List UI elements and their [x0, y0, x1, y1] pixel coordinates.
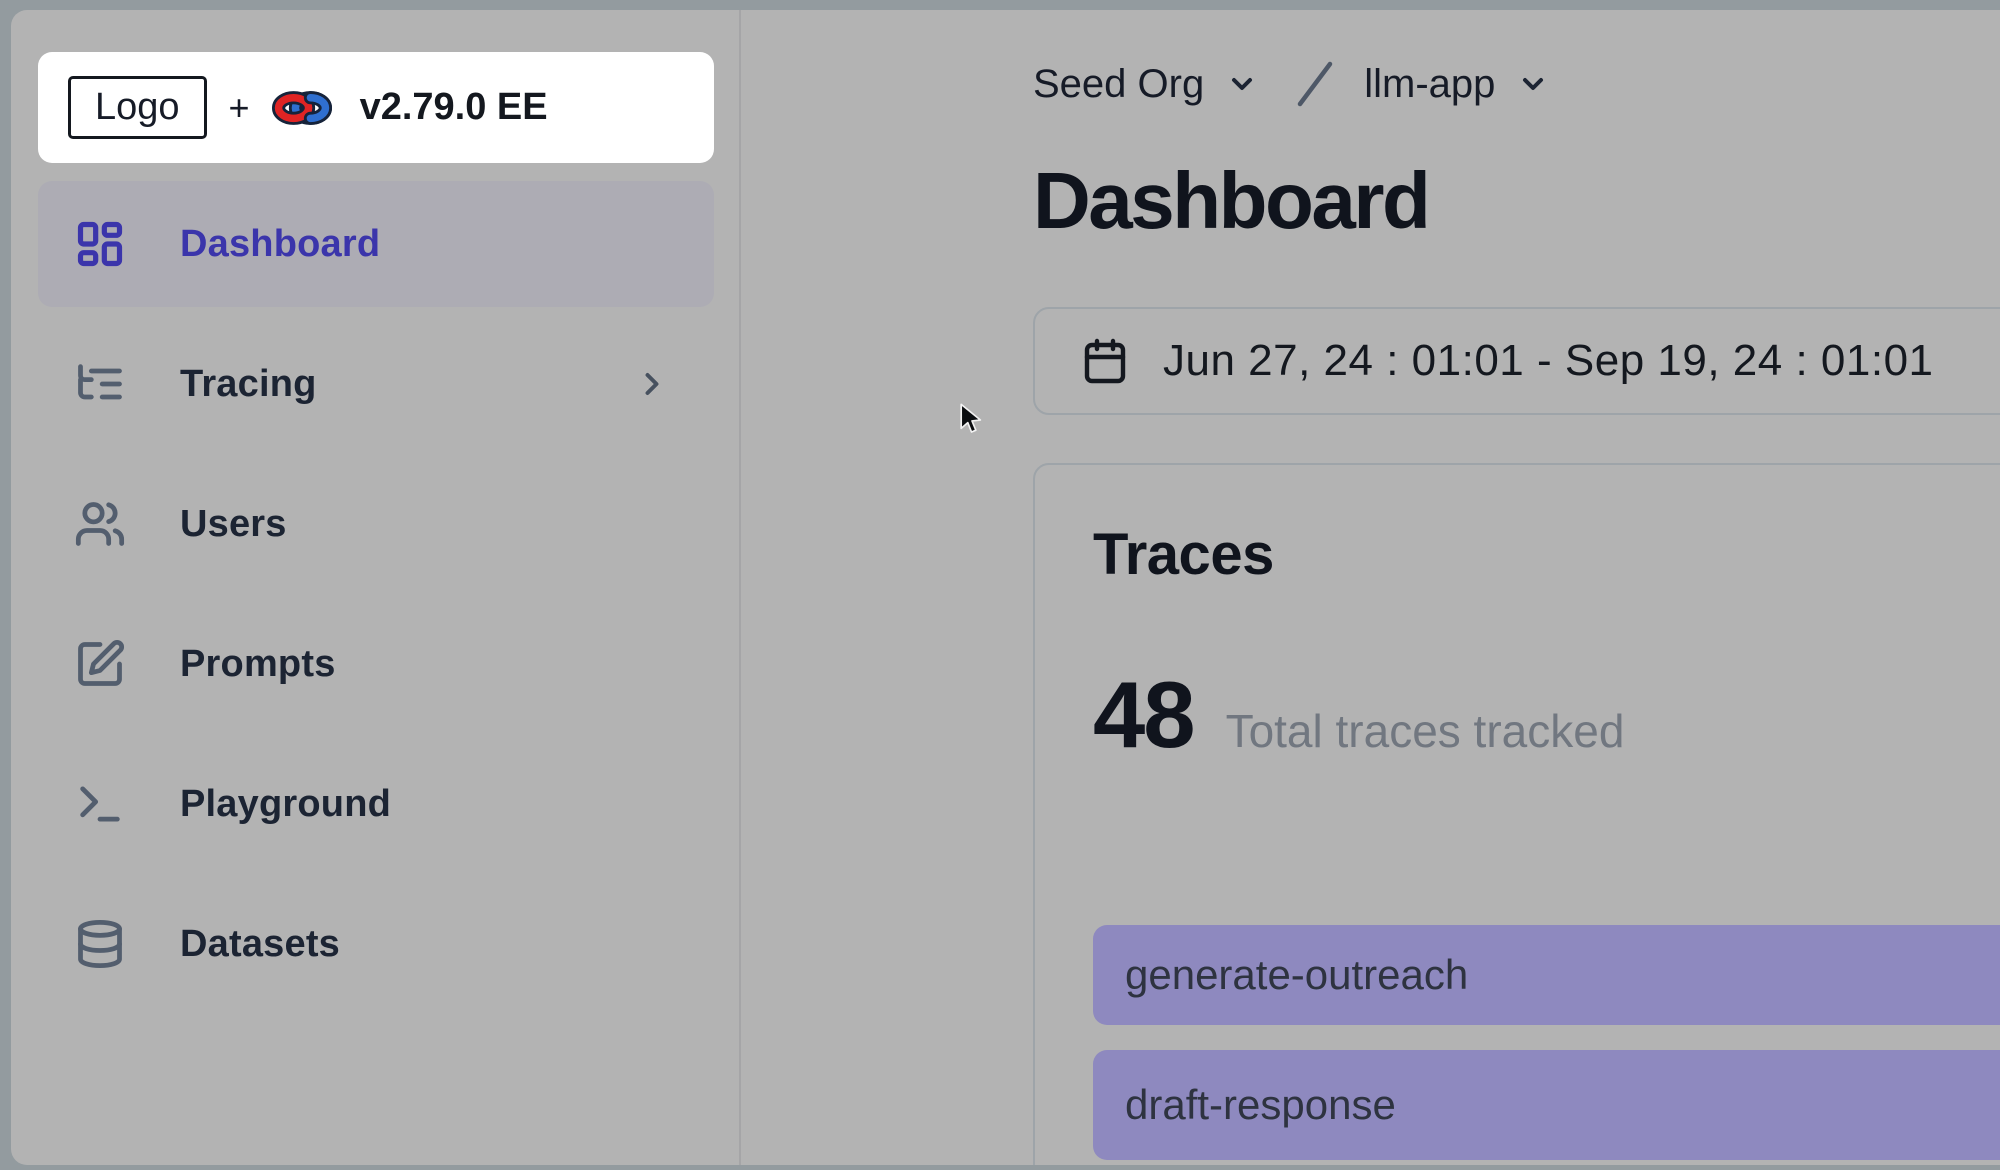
breadcrumb-project[interactable]: llm-app [1364, 61, 1496, 106]
traces-total-label: Total traces tracked [1225, 705, 1625, 757]
playground-icon [74, 778, 126, 830]
sidebar-item-datasets[interactable]: Datasets [38, 881, 714, 1007]
date-range-value: Jun 27, 24 : 01:01 - Sep 19, 24 : 01:01 [1163, 336, 1934, 385]
sidebar-item-tracing[interactable]: Tracing [38, 321, 714, 447]
traces-total-row: 48 Total traces tracked [1093, 661, 1624, 769]
trace-bar[interactable]: generate-outreach [1093, 925, 2000, 1025]
breadcrumb: Seed Org llm-app [1033, 60, 1549, 108]
tracing-icon [74, 358, 126, 410]
sidebar-item-label: Tracing [180, 362, 317, 405]
sidebar-item-label: Users [180, 502, 287, 545]
plus-sign: + [228, 86, 250, 128]
prompts-icon [74, 638, 126, 690]
trace-bar[interactable]: draft-response [1093, 1050, 2000, 1160]
date-range-picker[interactable]: Jun 27, 24 : 01:01 - Sep 19, 24 : 01:01 [1033, 307, 2000, 415]
breadcrumb-separator-icon [1292, 60, 1338, 108]
breadcrumb-org[interactable]: Seed Org [1033, 61, 1205, 106]
sidebar-item-label: Playground [180, 782, 392, 825]
chevron-down-icon[interactable] [1226, 68, 1258, 100]
logo-placeholder: Logo [68, 75, 207, 140]
calendar-icon [1081, 337, 1129, 385]
traces-card: Traces 48 Total traces tracked generate-… [1033, 463, 2000, 1165]
logo-spotlight-box[interactable]: Logo + v2.79.0 EE [38, 52, 714, 163]
sidebar-item-dashboard[interactable]: Dashboard [38, 181, 714, 307]
sidebar-item-prompts[interactable]: Prompts [38, 601, 714, 727]
dashboard-icon [74, 218, 126, 270]
traces-card-title: Traces [1093, 522, 1274, 587]
sidebar-item-users[interactable]: Users [38, 461, 714, 587]
chevron-down-icon[interactable] [1517, 68, 1549, 100]
trace-bar-label: generate-outreach [1125, 951, 1469, 998]
sidebar-item-label: Dashboard [180, 222, 381, 265]
users-icon [74, 498, 126, 550]
sidebar-item-label: Datasets [180, 922, 341, 965]
trace-bar-label: draft-response [1125, 1081, 1396, 1128]
traces-total-value: 48 [1093, 662, 1196, 767]
app-window: Logo + v2.79.0 EE Dashboard [11, 10, 2000, 1165]
mouse-cursor [957, 402, 987, 438]
sidebar-divider [739, 10, 741, 1165]
chevron-right-icon[interactable] [634, 366, 670, 402]
version-label: v2.79.0 EE [359, 86, 548, 128]
sidebar-item-playground[interactable]: Playground [38, 741, 714, 867]
knot-logo-icon [271, 85, 332, 131]
sidebar-item-label: Prompts [180, 642, 336, 685]
page-title: Dashboard [1033, 156, 1431, 245]
datasets-icon [74, 918, 126, 970]
